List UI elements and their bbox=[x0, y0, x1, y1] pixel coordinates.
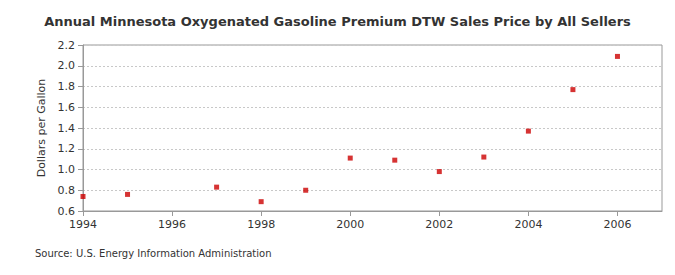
svg-text:1.6: 1.6 bbox=[58, 101, 76, 114]
svg-text:1996: 1996 bbox=[158, 218, 186, 231]
svg-text:Annual Minnesota Oxygenated Ga: Annual Minnesota Oxygenated Gasoline Pre… bbox=[44, 14, 631, 29]
svg-text:2.2: 2.2 bbox=[58, 39, 76, 52]
svg-text:Dollars per Gallon: Dollars per Gallon bbox=[35, 79, 48, 178]
svg-text:Source: U.S. Energy Informatio: Source: U.S. Energy Information Administ… bbox=[35, 248, 272, 259]
svg-text:2.0: 2.0 bbox=[58, 59, 76, 72]
svg-text:1.4: 1.4 bbox=[58, 122, 76, 135]
svg-text:0.6: 0.6 bbox=[58, 205, 76, 218]
svg-text:2004: 2004 bbox=[514, 218, 542, 231]
svg-text:1.0: 1.0 bbox=[58, 163, 76, 176]
svg-text:1998: 1998 bbox=[247, 218, 275, 231]
svg-text:0.8: 0.8 bbox=[58, 184, 76, 197]
svg-text:2000: 2000 bbox=[336, 218, 364, 231]
svg-text:1.2: 1.2 bbox=[58, 142, 76, 155]
svg-text:1.8: 1.8 bbox=[58, 80, 76, 93]
svg-text:1994: 1994 bbox=[69, 218, 97, 231]
svg-text:2002: 2002 bbox=[425, 218, 453, 231]
svg-text:2006: 2006 bbox=[603, 218, 631, 231]
